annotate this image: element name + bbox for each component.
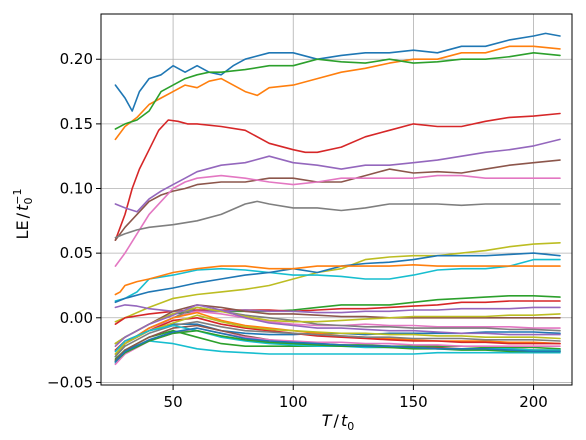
series-line-16	[114, 304, 561, 345]
series-line-24	[114, 316, 561, 351]
series-line-11	[114, 252, 561, 304]
series-line-10	[114, 258, 561, 302]
series-line-5	[114, 138, 561, 213]
y-tick-label: 0.10	[60, 180, 93, 198]
series-line-3	[114, 51, 561, 130]
x-axis-title: T / t0	[322, 411, 354, 433]
y-tick-label: 0.20	[60, 50, 93, 68]
series-line-32	[114, 327, 561, 363]
x-tick-label: 50	[164, 393, 183, 411]
series-line-20	[114, 340, 561, 364]
series-line-15	[114, 304, 561, 314]
y-tick-label: 0.00	[60, 309, 93, 327]
grid-lines	[101, 14, 572, 385]
x-axis-ticks: 50 100 150 200	[164, 385, 548, 411]
series-line-2	[114, 45, 561, 141]
y-tick-label: 0.15	[60, 115, 93, 133]
x-tick-label: 200	[519, 393, 548, 411]
series-line-4	[114, 112, 561, 241]
series-line-12	[114, 263, 561, 296]
y-tick-label: −0.05	[47, 373, 93, 391]
series-line-18	[114, 306, 561, 358]
y-axis-ticks: −0.05 0.00 0.05 0.10 0.15 0.20	[47, 50, 101, 391]
series-line-29	[114, 314, 561, 355]
y-tick-label: 0.05	[60, 244, 93, 262]
series-line-8	[114, 200, 561, 239]
series-line-25	[114, 304, 561, 348]
x-tick-label: 150	[399, 393, 428, 411]
y-axis-title: LE/t−10	[11, 189, 35, 240]
series-line-6	[114, 159, 561, 241]
series-line-31	[114, 329, 561, 363]
series-line-28	[114, 320, 561, 358]
series-line-7	[114, 174, 561, 267]
plot-frame	[100, 13, 573, 386]
series-line-1	[114, 32, 561, 112]
x-tick-label: 100	[279, 393, 308, 411]
series-line-9	[114, 242, 561, 323]
series-layer	[114, 32, 561, 366]
